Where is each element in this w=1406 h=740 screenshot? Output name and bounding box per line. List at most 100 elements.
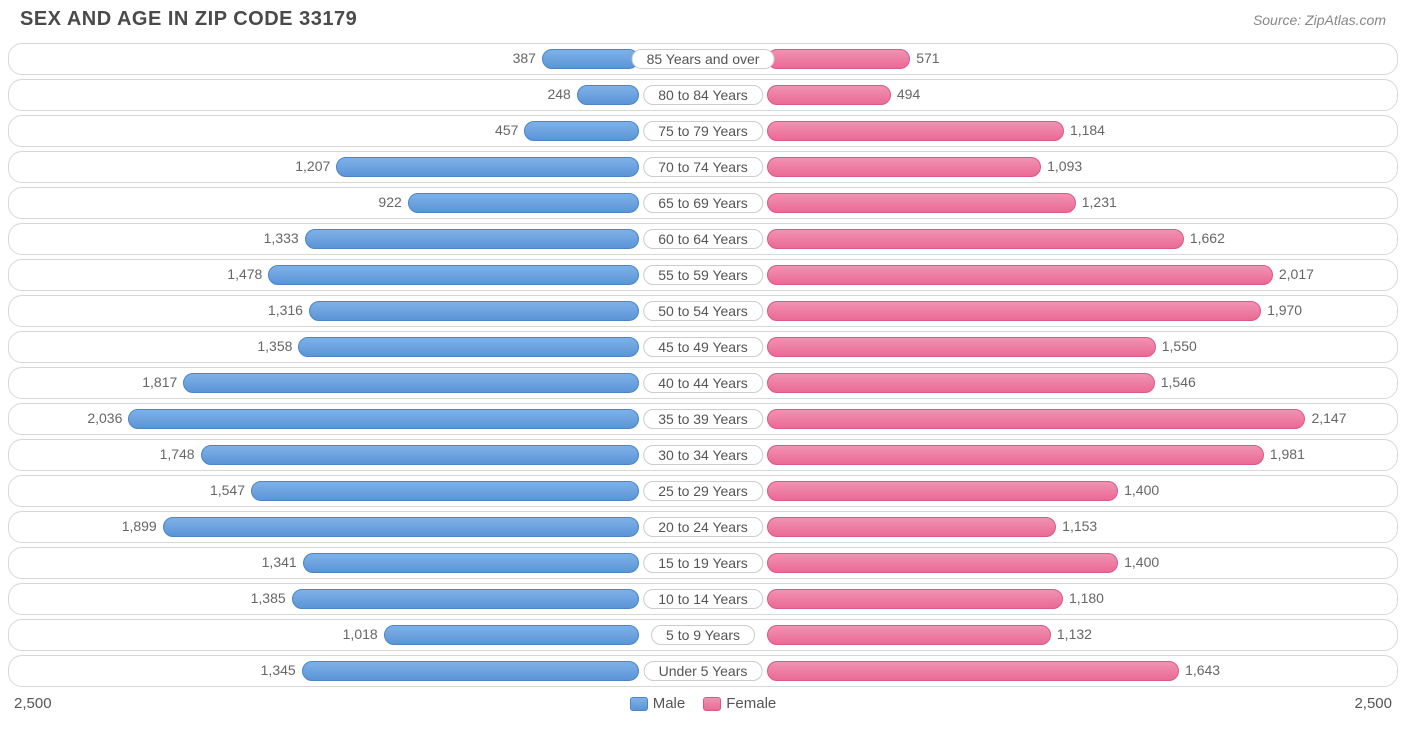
male-value: 1,316	[268, 302, 303, 318]
age-bracket-label: 45 to 49 Years	[643, 337, 763, 357]
female-bar	[767, 481, 1118, 501]
pyramid-row: 1,478 2,017 55 to 59 Years	[8, 259, 1398, 291]
male-value: 387	[513, 50, 536, 66]
male-value: 1,341	[262, 554, 297, 570]
female-value: 1,153	[1062, 518, 1097, 534]
male-bar	[336, 157, 639, 177]
female-value: 1,981	[1270, 446, 1305, 462]
chart-header: SEX AND AGE IN ZIP CODE 33179 Source: Zi…	[0, 0, 1406, 43]
age-bracket-label: 5 to 9 Years	[651, 625, 755, 645]
female-value: 1,180	[1069, 590, 1104, 606]
male-bar	[305, 229, 639, 249]
female-bar	[767, 85, 891, 105]
female-bar	[767, 157, 1041, 177]
female-swatch-icon	[703, 697, 721, 711]
male-value: 1,478	[227, 266, 262, 282]
age-bracket-label: 85 Years and over	[632, 49, 775, 69]
female-value: 1,231	[1082, 194, 1117, 210]
pyramid-row: 1,358 1,550 45 to 49 Years	[8, 331, 1398, 363]
male-value: 1,018	[343, 626, 378, 642]
age-bracket-label: 65 to 69 Years	[643, 193, 763, 213]
male-bar	[408, 193, 639, 213]
female-bar	[767, 517, 1056, 537]
female-value: 1,546	[1161, 374, 1196, 390]
pyramid-row: 387 571 85 Years and over	[8, 43, 1398, 75]
female-value: 1,643	[1185, 662, 1220, 678]
pyramid-row: 457 1,184 75 to 79 Years	[8, 115, 1398, 147]
male-value: 922	[378, 194, 401, 210]
male-value: 1,207	[295, 158, 330, 174]
pyramid-row: 1,547 1,400 25 to 29 Years	[8, 475, 1398, 507]
pyramid-row: 922 1,231 65 to 69 Years	[8, 187, 1398, 219]
male-value: 2,036	[87, 410, 122, 426]
male-value: 1,358	[257, 338, 292, 354]
male-bar	[302, 661, 639, 681]
female-value: 2,017	[1279, 266, 1314, 282]
legend-female: Female	[703, 695, 776, 712]
male-bar	[303, 553, 639, 573]
age-bracket-label: 75 to 79 Years	[643, 121, 763, 141]
age-bracket-label: 20 to 24 Years	[643, 517, 763, 537]
male-bar	[292, 589, 639, 609]
pyramid-row: 1,817 1,546 40 to 44 Years	[8, 367, 1398, 399]
male-value: 1,899	[122, 518, 157, 534]
female-bar	[767, 373, 1155, 393]
male-bar	[542, 49, 639, 69]
female-bar	[767, 229, 1184, 249]
legend-male: Male	[630, 695, 686, 712]
male-bar	[128, 409, 639, 429]
pyramid-row: 1,3411,40015 to 19 Years	[8, 547, 1398, 579]
male-value: 1,547	[210, 482, 245, 498]
legend-male-label: Male	[653, 695, 686, 712]
female-bar	[767, 301, 1261, 321]
female-value: 571	[916, 50, 939, 66]
female-bar	[767, 409, 1305, 429]
female-value: 1,184	[1070, 122, 1105, 138]
pyramid-row: 1,3851,18010 to 14 Years	[8, 583, 1398, 615]
female-value: 1,662	[1190, 230, 1225, 246]
male-value: 457	[495, 122, 518, 138]
age-bracket-label: 10 to 14 Years	[643, 589, 763, 609]
female-bar	[767, 121, 1064, 141]
population-pyramid: 387 571 85 Years and over 248 494 80 to 84 Ye…	[0, 43, 1406, 687]
age-bracket-label: 60 to 64 Years	[643, 229, 763, 249]
pyramid-row: 1,3451,643Under 5 Years	[8, 655, 1398, 687]
female-bar	[767, 193, 1076, 213]
male-bar	[524, 121, 639, 141]
male-bar	[298, 337, 639, 357]
legend: Male Female	[630, 695, 777, 712]
axis-max-left: 2,500	[14, 695, 52, 712]
age-bracket-label: 35 to 39 Years	[643, 409, 763, 429]
male-value: 1,333	[264, 230, 299, 246]
pyramid-row: 1,333 1,662 60 to 64 Years	[8, 223, 1398, 255]
female-bar	[767, 265, 1273, 285]
chart-source: Source: ZipAtlas.com	[1253, 12, 1386, 28]
chart-title: SEX AND AGE IN ZIP CODE 33179	[20, 8, 357, 31]
male-bar	[201, 445, 639, 465]
age-bracket-label: 55 to 59 Years	[643, 265, 763, 285]
age-bracket-label: 30 to 34 Years	[643, 445, 763, 465]
male-bar	[268, 265, 639, 285]
age-bracket-label: 70 to 74 Years	[643, 157, 763, 177]
age-bracket-label: 25 to 29 Years	[643, 481, 763, 501]
age-bracket-label: 50 to 54 Years	[643, 301, 763, 321]
age-bracket-label: 15 to 19 Years	[643, 553, 763, 573]
male-value: 1,748	[160, 446, 195, 462]
pyramid-row: 1,2071,09370 to 74 Years	[8, 151, 1398, 183]
age-bracket-label: 80 to 84 Years	[643, 85, 763, 105]
female-value: 1,550	[1162, 338, 1197, 354]
female-bar	[767, 589, 1063, 609]
female-value: 1,400	[1124, 482, 1159, 498]
legend-female-label: Female	[726, 695, 776, 712]
female-value: 1,970	[1267, 302, 1302, 318]
pyramid-row: 2,0362,14735 to 39 Years	[8, 403, 1398, 435]
pyramid-row: 248 494 80 to 84 Years	[8, 79, 1398, 111]
female-value: 494	[897, 86, 920, 102]
male-value: 1,817	[142, 374, 177, 390]
age-bracket-label: 40 to 44 Years	[643, 373, 763, 393]
pyramid-row: 1,316 1,970 50 to 54 Years	[8, 295, 1398, 327]
chart-footer: 2,500 Male Female 2,500	[0, 691, 1406, 722]
female-bar	[767, 337, 1156, 357]
female-bar	[767, 661, 1179, 681]
male-value: 248	[547, 86, 570, 102]
